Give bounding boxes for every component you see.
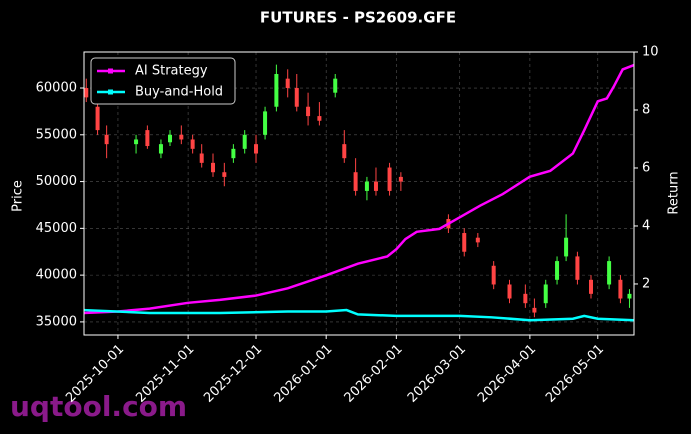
y2-tick-label: 10 <box>642 45 659 60</box>
y2-tick-label: 6 <box>642 160 650 175</box>
candle-body <box>353 172 358 191</box>
candle-body <box>564 237 569 257</box>
return-line <box>83 308 635 322</box>
candle-body <box>373 181 378 191</box>
plot-frame <box>83 51 635 336</box>
return-line <box>83 63 635 315</box>
candle-body <box>475 237 480 243</box>
candle-body <box>158 144 163 154</box>
y-tick-label: 55000 <box>36 127 77 142</box>
candle-body <box>104 134 109 145</box>
candle-body <box>607 261 612 285</box>
candle-body <box>306 106 311 117</box>
candle-body <box>532 307 537 313</box>
candle-body <box>317 116 322 121</box>
legend-box <box>90 57 236 105</box>
y2-axis-label: Return <box>667 171 682 214</box>
y-tick-label: 40000 <box>36 268 77 283</box>
candle-body <box>398 176 403 182</box>
y2-tick-label: 8 <box>642 102 650 117</box>
candle-body <box>211 162 216 173</box>
legend-label: Buy-and-Hold <box>135 85 223 100</box>
y-tick-label: 35000 <box>36 314 77 329</box>
candle-body <box>342 144 347 159</box>
candle-body <box>168 134 173 143</box>
candle-body <box>588 279 593 294</box>
candle-body <box>254 144 259 154</box>
candle-body <box>387 167 392 191</box>
candle-body <box>84 88 89 98</box>
watermark: uqtool.com <box>10 390 187 423</box>
candle-body <box>95 106 100 131</box>
candle-body <box>333 78 338 93</box>
y-axis-label: Price <box>11 180 26 212</box>
candle-body <box>222 172 227 177</box>
candle-body <box>491 265 496 285</box>
y-tick-label: 45000 <box>36 221 77 236</box>
candle-body <box>190 139 195 149</box>
candle-body <box>179 134 184 140</box>
y-tick-label: 50000 <box>36 174 77 189</box>
candle-body <box>231 148 236 159</box>
candle-body <box>364 181 369 191</box>
y2-tick-label: 2 <box>642 276 650 291</box>
candle-body <box>523 293 528 304</box>
candle-body <box>145 130 150 147</box>
legend-label: AI Strategy <box>135 64 208 79</box>
candle-body <box>242 134 247 149</box>
candle-body <box>462 233 467 252</box>
chart-title: FUTURES - PS2609.GFE <box>260 9 456 27</box>
candle-body <box>618 279 623 299</box>
candle-body <box>627 293 632 299</box>
candle-body <box>294 88 299 107</box>
candle-body <box>274 73 279 107</box>
candle-body <box>199 153 204 163</box>
candle-body <box>263 111 268 135</box>
legend-marker <box>108 68 113 74</box>
candle-body <box>575 256 580 280</box>
y2-tick-label: 4 <box>642 218 650 233</box>
candle-body <box>134 139 139 145</box>
candle-body <box>555 261 560 280</box>
candle-body <box>285 78 290 89</box>
y-tick-label: 60000 <box>36 81 77 96</box>
candle-body <box>543 284 548 304</box>
legend-marker <box>108 89 113 95</box>
candle-body <box>507 284 512 299</box>
